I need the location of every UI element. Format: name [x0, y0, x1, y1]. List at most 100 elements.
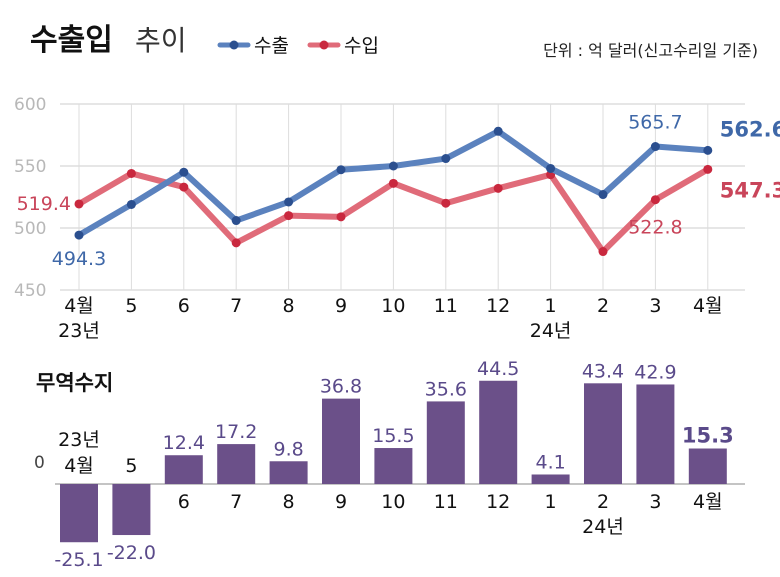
x-tick-label: 4월 [64, 295, 94, 317]
balance-bar [112, 484, 151, 536]
unit-note: 단위 : 억 달러(신고수리일 기준) [543, 41, 758, 60]
data-label-import: 547.3 [720, 178, 780, 202]
balance-bar [164, 455, 203, 484]
data-point-import [336, 212, 346, 222]
legend: 수출 수입 [217, 35, 379, 57]
bar-x-tick-label: 10 [381, 491, 405, 513]
legend-marker-export [229, 40, 239, 50]
balance-bar [322, 398, 360, 484]
data-point-import [650, 195, 660, 205]
data-point-export [284, 197, 294, 207]
x-tick-label: 6 [178, 295, 190, 317]
x-tick-label: 11 [434, 295, 458, 317]
data-point-export [388, 161, 398, 171]
data-label-export: 565.7 [628, 112, 682, 134]
balance-bar [636, 384, 675, 484]
legend-marker-import [319, 40, 329, 50]
data-point-import [231, 238, 241, 248]
bar-x-tick-label: 4월 [64, 455, 94, 477]
balance-bar [217, 444, 256, 484]
data-point-import [703, 164, 713, 174]
balance-value-label: 17.2 [215, 421, 257, 443]
bar-x-tick-label: 3 [649, 491, 661, 513]
bar-year-label: 24년 [582, 516, 624, 538]
data-label-export: 562.6 [720, 117, 780, 141]
data-point-import [441, 198, 451, 208]
x-tick-label: 10 [381, 295, 405, 317]
x-tick-label: 4월 [693, 295, 723, 317]
balance-bar [374, 448, 413, 484]
data-point-export [126, 199, 136, 209]
x-year-label: 23년 [58, 320, 100, 342]
title-bold: 수출입 [30, 23, 113, 58]
data-point-import [493, 183, 503, 193]
line-chart-series [74, 126, 713, 257]
balance-bar [426, 401, 465, 484]
data-point-export [179, 167, 189, 177]
data-point-export [598, 190, 608, 200]
data-point-import [598, 247, 608, 257]
y-tick-label: 550 [14, 157, 46, 177]
bar-x-tick-label: 5 [125, 455, 137, 477]
data-point-export [231, 216, 241, 226]
x-tick-label: 8 [283, 295, 295, 317]
x-tick-label: 9 [335, 295, 347, 317]
bar-x-tick-label: 4월 [693, 491, 723, 513]
bar-x-tick-label: 1 [545, 491, 557, 513]
x-tick-label: 12 [486, 295, 510, 317]
data-point-import [179, 182, 189, 192]
bar-zero-label: 0 [34, 453, 45, 473]
data-point-import [74, 199, 84, 209]
data-point-import [388, 178, 398, 188]
bar-x-tick-label: 2 [597, 491, 609, 513]
data-point-export [546, 163, 556, 173]
balance-value-label: 9.8 [273, 438, 303, 460]
balance-value-label: 4.1 [535, 451, 565, 473]
y-tick-label: 500 [14, 219, 46, 239]
balance-value-label: 15.3 [682, 424, 734, 448]
y-tick-label: 600 [14, 95, 46, 115]
x-year-label: 24년 [530, 320, 572, 342]
data-point-export [441, 154, 451, 164]
balance-value-label: 12.4 [163, 432, 205, 454]
data-point-export [650, 142, 660, 152]
header: 수출입 추이 단위 : 억 달러(신고수리일 기준) [30, 23, 758, 60]
bar-x-tick-label: 6 [178, 491, 190, 513]
data-label-export: 494.3 [52, 248, 106, 270]
bar-chart: 무역수지 0 -25.1 -22.0 12.4 17.2 9.8 36.8 15.5 35.6 44… [34, 358, 745, 571]
bar-x-tick-label: 12 [486, 491, 510, 513]
data-point-import [126, 168, 136, 178]
data-point-export [336, 165, 346, 175]
balance-bar [269, 461, 308, 484]
legend-label-import: 수입 [344, 35, 379, 57]
x-tick-label: 1 [545, 295, 557, 317]
bar-x-tick-label: 8 [283, 491, 295, 513]
data-point-export [493, 126, 503, 136]
balance-bar [60, 484, 98, 543]
x-tick-label: 7 [230, 295, 242, 317]
x-tick-label: 3 [649, 295, 661, 317]
data-point-export [703, 145, 713, 155]
legend-label-export: 수출 [254, 35, 289, 57]
bar-x-tick-label: 9 [335, 491, 347, 513]
title-light: 추이 [135, 24, 187, 57]
data-label-import: 522.8 [628, 217, 682, 239]
data-point-import [284, 211, 294, 221]
balance-value-label: -25.1 [54, 549, 103, 571]
balance-value-label: 43.4 [582, 360, 624, 382]
bar-x-tick-label: 7 [230, 491, 242, 513]
balance-bar [479, 380, 518, 484]
data-point-export [74, 230, 84, 240]
balance-value-label: -22.0 [107, 542, 156, 564]
balance-bar [584, 383, 622, 484]
x-tick-label: 2 [597, 295, 609, 317]
x-tick-label: 5 [125, 295, 137, 317]
line-chart-data-labels: 494.3 519.4 565.7 562.6 522.8 547.3 [17, 112, 780, 271]
balance-value-label: 42.9 [634, 361, 676, 383]
bar-chart-title: 무역수지 [36, 371, 113, 395]
data-label-import: 519.4 [17, 193, 71, 215]
y-tick-label: 450 [14, 281, 46, 301]
